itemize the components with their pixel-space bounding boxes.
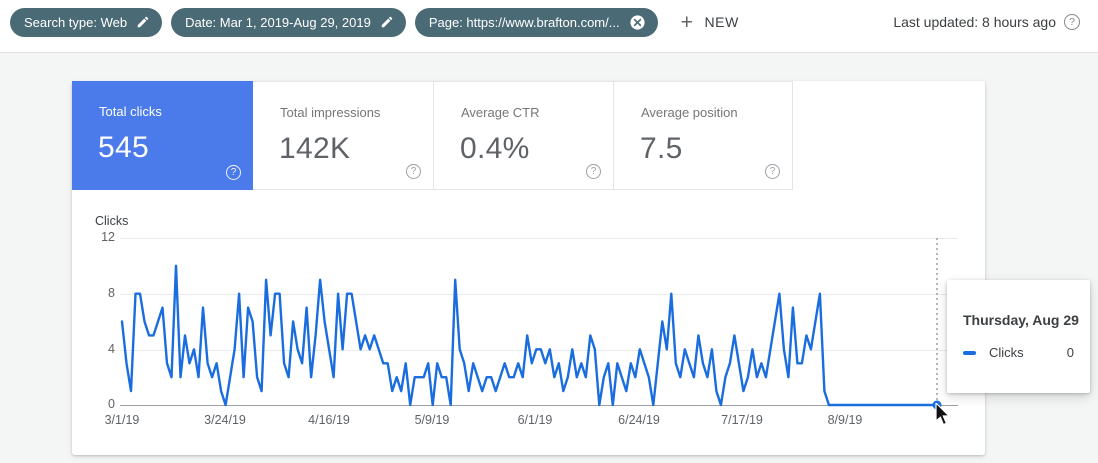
remove-filter-icon[interactable] <box>629 14 646 31</box>
x-axis-line <box>120 405 958 406</box>
x-tick-label: 6/1/19 <box>517 413 553 427</box>
average-ctr-title: Average CTR <box>461 105 540 120</box>
total-clicks-value: 545 <box>98 131 149 164</box>
chart-tooltip: Thursday, Aug 29 Clicks 0 <box>947 280 1090 393</box>
x-tick-label: 7/17/19 <box>721 413 763 427</box>
search-type-chip[interactable]: Search type: Web <box>10 7 163 37</box>
x-tick-label: 4/16/19 <box>308 413 350 427</box>
x-tick-label: 3/1/19 <box>104 413 140 427</box>
help-icon[interactable]: ? <box>586 164 601 179</box>
x-tick-label: 6/24/19 <box>618 413 660 427</box>
y-tick-label: 4 <box>108 342 115 356</box>
tooltip-date: Thursday, Aug 29 <box>963 312 1079 328</box>
clicks-series-line <box>120 264 939 407</box>
plus-icon: + <box>680 10 694 34</box>
average-position-value: 7.5 <box>640 132 683 165</box>
new-filter-button[interactable]: + NEW <box>681 12 739 33</box>
total-impressions-title: Total impressions <box>280 105 381 120</box>
last-updated-text: Last updated: 8 hours ago <box>893 14 1056 30</box>
total-clicks-title: Total clicks <box>99 104 162 119</box>
y-tick-label: 0 <box>108 397 115 411</box>
x-tick-label: 3/24/19 <box>204 413 246 427</box>
gridline <box>120 350 958 351</box>
average-position-title: Average position <box>641 105 738 120</box>
gridline <box>120 238 958 239</box>
y-axis-title: Clicks <box>95 214 129 228</box>
metric-cards: Total clicks 545 ? Total impressions 142… <box>72 81 793 190</box>
performance-panel: Total clicks 545 ? Total impressions 142… <box>72 81 1090 455</box>
page-filter-chip[interactable]: Page: https://www.brafton.com/... <box>414 7 658 37</box>
help-icon[interactable]: ? <box>406 164 421 179</box>
help-icon[interactable]: ? <box>765 164 780 179</box>
y-tick-label: 8 <box>108 286 115 300</box>
series-swatch-icon <box>963 350 976 355</box>
help-icon[interactable]: ? <box>226 165 241 180</box>
x-tick-label: 8/9/19 <box>827 413 863 427</box>
tooltip-series-name: Clicks <box>989 345 1024 360</box>
date-range-chip[interactable]: Date: Mar 1, 2019-Aug 29, 2019 <box>171 7 406 37</box>
gridline <box>120 294 958 295</box>
total-clicks-card[interactable]: Total clicks 545 ? <box>72 81 253 190</box>
tooltip-series-value: 0 <box>1066 345 1074 360</box>
date-range-chip-label: Date: Mar 1, 2019-Aug 29, 2019 <box>185 14 371 30</box>
average-ctr-card[interactable]: Average CTR 0.4% ? <box>434 81 614 190</box>
average-ctr-value: 0.4% <box>460 132 530 165</box>
x-tick-label: 5/9/19 <box>414 413 450 427</box>
edit-icon[interactable] <box>136 15 150 29</box>
filter-toolbar: Search type: Web Date: Mar 1, 2019-Aug 2… <box>0 0 1098 53</box>
search-type-chip-label: Search type: Web <box>24 14 128 30</box>
page-filter-chip-label: Page: https://www.brafton.com/... <box>428 14 620 30</box>
edit-icon[interactable] <box>380 15 394 29</box>
total-impressions-value: 142K <box>279 132 351 165</box>
y-tick-label: 12 <box>101 230 115 244</box>
total-impressions-card[interactable]: Total impressions 142K ? <box>253 81 434 190</box>
new-filter-button-label: NEW <box>704 14 739 30</box>
mouse-cursor-icon <box>935 403 951 426</box>
help-icon[interactable]: ? <box>1064 14 1080 30</box>
average-position-card[interactable]: Average position 7.5 ? <box>614 81 793 190</box>
